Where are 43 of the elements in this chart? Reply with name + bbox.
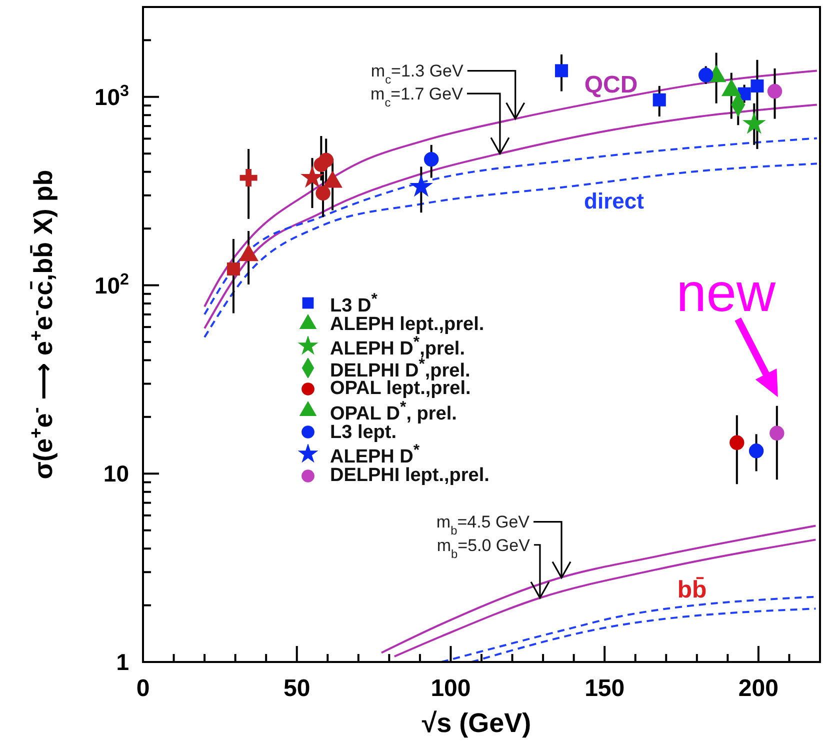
annotation: m$_{b}$=5.0 GeV <box>436 536 531 561</box>
point <box>750 79 764 92</box>
point <box>742 112 766 134</box>
legend-label: ALEPH D$^{*}$ <box>330 442 420 468</box>
annotation: QCD <box>584 71 638 98</box>
x-tick-label: 50 <box>284 675 310 702</box>
x-tick-label: 0 <box>136 675 150 702</box>
y-tick-label: 10$^{2}$ <box>94 270 130 298</box>
point <box>300 165 324 188</box>
x-axis-title: √s (GeV) <box>422 708 532 738</box>
point <box>554 64 568 78</box>
annotation: m$_{c}$=1.3 GeV <box>370 62 464 87</box>
point <box>730 435 744 450</box>
point <box>652 93 666 106</box>
x-tick-label: 100 <box>430 675 471 702</box>
x-tick-label: 150 <box>584 675 625 702</box>
annotation: m$_{b}$=4.5 GeV <box>436 512 530 538</box>
legend-label: OPAL D$^{*}$, prel. <box>330 398 457 424</box>
legend-label: L3 D$^{*}$ <box>330 290 378 316</box>
annotation: m$_{c}$=1.7 GeV <box>370 84 464 110</box>
annotation: bb̄ <box>677 576 707 604</box>
point <box>316 186 330 201</box>
point <box>767 84 782 99</box>
line-series <box>393 538 817 658</box>
point <box>424 152 439 167</box>
legend-label: DELPHI lept.,prel. <box>330 464 490 486</box>
point <box>240 169 258 187</box>
y-tick-label: 10$^{3}$ <box>94 82 130 110</box>
point <box>770 426 784 440</box>
point <box>226 262 240 276</box>
legend-label: L3 lept. <box>330 422 397 444</box>
y-tick-label: 10 <box>103 460 129 487</box>
x-tick-label: 200 <box>738 675 778 702</box>
legend-label: ALEPH D$^{*}$,prel. <box>330 334 465 360</box>
line-series <box>204 137 818 316</box>
point <box>748 444 764 458</box>
legend-label: ALEPH lept.,prel. <box>330 314 484 336</box>
point <box>318 152 334 168</box>
annotation: direct <box>584 188 645 214</box>
point <box>698 68 714 82</box>
y-tick-label: 1 <box>116 649 130 676</box>
annotation: new <box>676 263 776 324</box>
point <box>409 174 433 197</box>
